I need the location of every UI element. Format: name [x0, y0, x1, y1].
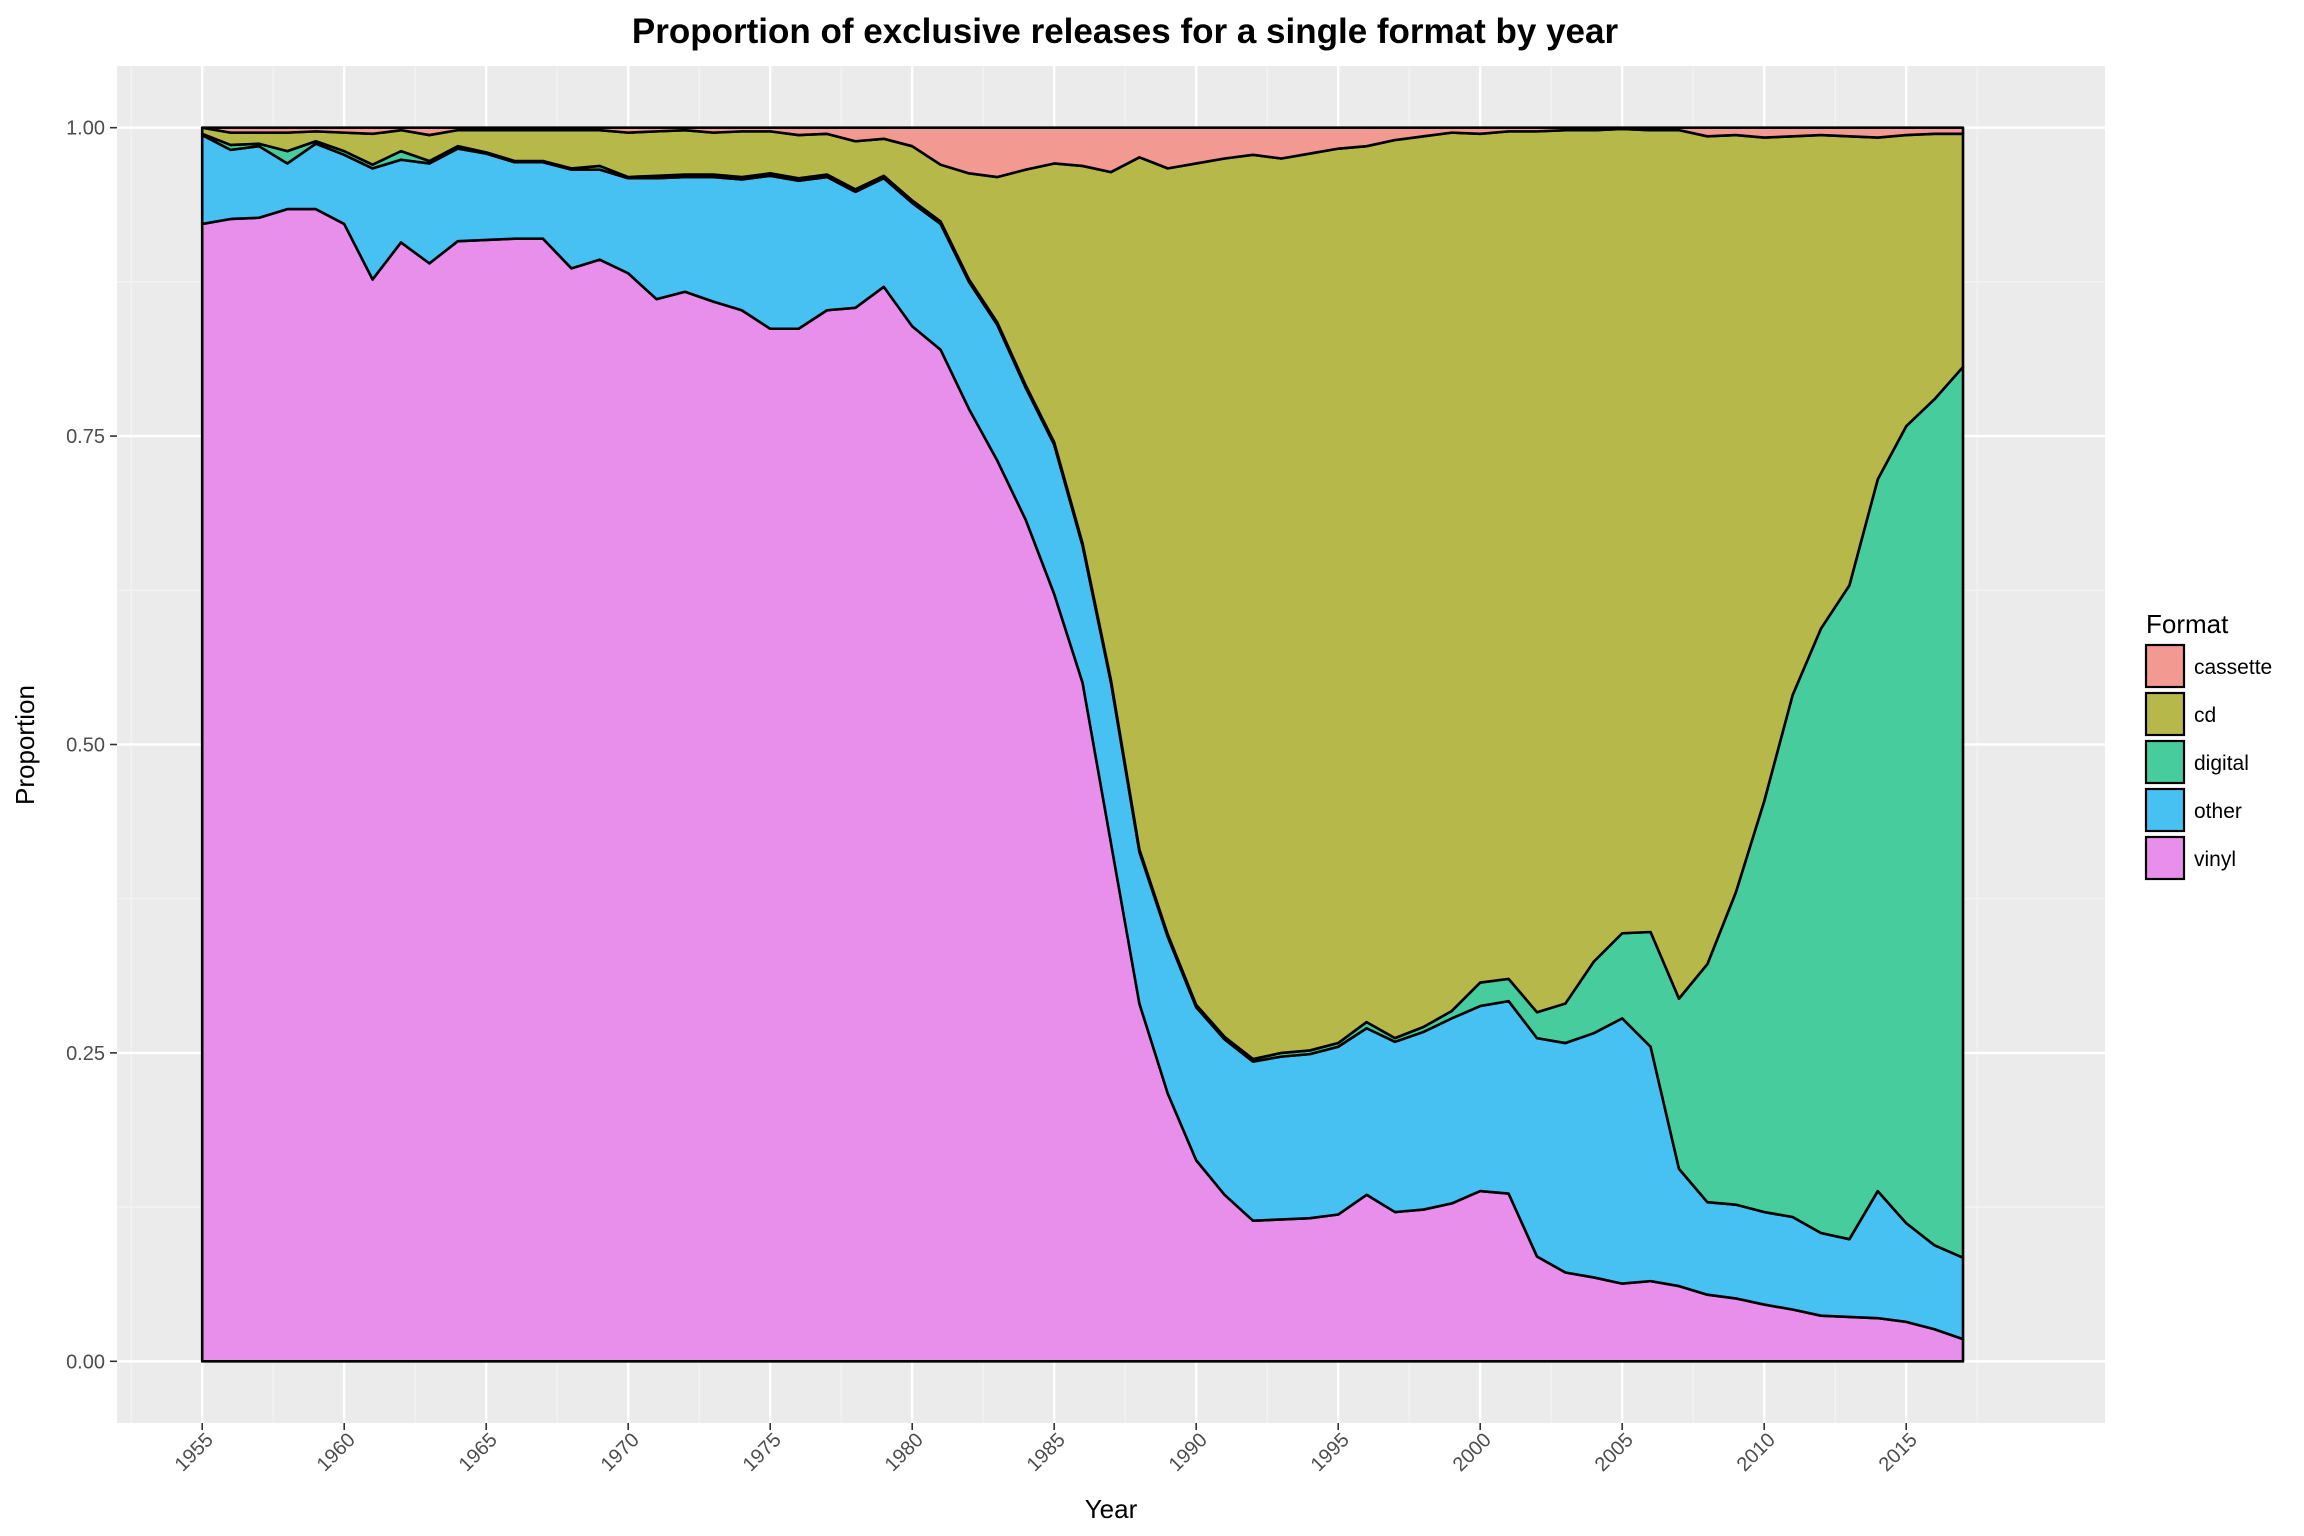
x-tick-label: 2015 [1875, 1429, 1922, 1476]
legend-key-vinyl [2144, 835, 2186, 881]
x-tick-label: 2005 [1591, 1429, 1638, 1476]
x-axis-title: Year [1085, 1494, 1138, 1524]
y-tick-label: 0.25 [66, 1043, 105, 1065]
y-axis-title: Proportion [10, 685, 40, 805]
y-tick-label: 0.75 [66, 426, 105, 448]
x-tick-label: 1975 [739, 1429, 786, 1476]
x-tick-label: 1965 [455, 1429, 502, 1476]
legend-label-cd: cd [2194, 704, 2216, 727]
legend-key-other [2144, 787, 2186, 833]
legend-title: Format [2146, 609, 2229, 639]
legend-key-cassette [2144, 643, 2186, 689]
x-tick-label: 1955 [171, 1429, 218, 1476]
x-tick-label: 1970 [597, 1429, 644, 1476]
area-cassette [200, 126, 1965, 179]
area-layers [200, 126, 1965, 1363]
x-tick-label: 1960 [313, 1429, 360, 1476]
x-tick-label: 1990 [1165, 1429, 1212, 1476]
x-tick-label: 1995 [1307, 1429, 1354, 1476]
y-tick-label: 1.00 [66, 118, 105, 140]
legend-item-vinyl: vinyl [2144, 835, 2236, 881]
y-tick-label: 0.00 [66, 1351, 105, 1373]
y-axis: 0.00 0.25 0.50 0.75 1.00 [66, 118, 117, 1373]
x-tick-label: 1985 [1023, 1429, 1070, 1476]
legend-label-digital: digital [2194, 752, 2249, 775]
legend: Format cassette cd digital other vinyl [2144, 609, 2272, 881]
x-tick-label: 2000 [1449, 1429, 1496, 1476]
legend-item-digital: digital [2144, 739, 2249, 785]
legend-item-cd: cd [2144, 691, 2216, 737]
legend-label-cassette: cassette [2194, 656, 2272, 679]
legend-label-vinyl: vinyl [2194, 848, 2236, 871]
chart-title: Proportion of exclusive releases for a s… [632, 12, 1619, 51]
y-tick-label: 0.50 [66, 735, 105, 757]
x-tick-label: 1980 [881, 1429, 928, 1476]
legend-item-other: other [2144, 787, 2242, 833]
x-tick-label: 2010 [1733, 1429, 1780, 1476]
x-axis: 1955 1960 1965 1970 1975 1980 1985 1990 1995 2000… [171, 1423, 1922, 1476]
legend-item-cassette: cassette [2144, 643, 2272, 689]
legend-label-other: other [2194, 800, 2242, 823]
legend-key-cd [2144, 691, 2186, 737]
legend-key-digital [2144, 739, 2186, 785]
